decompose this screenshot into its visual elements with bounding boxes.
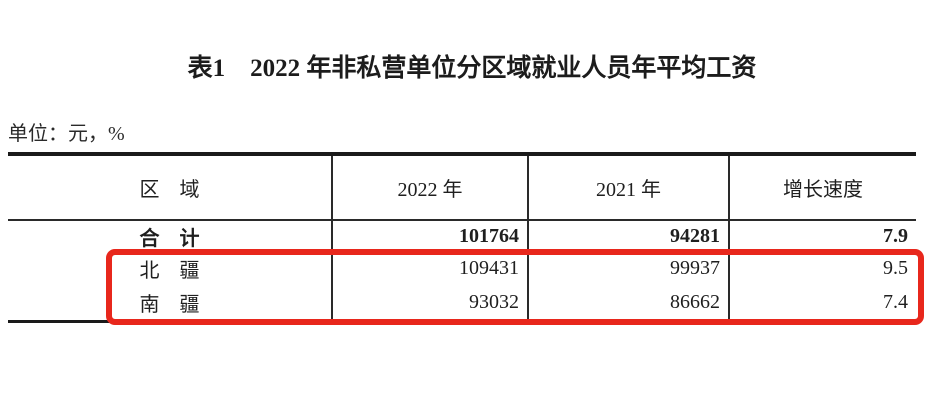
col-header-region: 区 域 (8, 154, 332, 221)
south-growth-value: 7.4 (728, 286, 916, 321)
south-2021-value: 86662 (527, 286, 729, 321)
north-2022-value: 109431 (331, 251, 528, 286)
wage-table: 区 域 2022 年 2021 年 增长速度 合 计 101764 94281 … (8, 152, 924, 325)
table-title: 表1 2022 年非私营单位分区域就业人员年平均工资 (187, 55, 757, 82)
unit-note: 单位：元，% (8, 123, 125, 145)
col-header-2022: 2022 年 (331, 154, 528, 221)
table-row-total: 合 计 101764 94281 7.9 (8, 220, 916, 251)
total-2021-value: 94281 (527, 220, 729, 251)
wage-table-grid: 区 域 2022 年 2021 年 增长速度 合 计 101764 94281 … (8, 152, 916, 323)
total-growth-value: 7.9 (728, 220, 916, 251)
table-row-north-xinjiang: 北 疆 109431 99937 9.5 (8, 251, 916, 286)
table-header-row: 区 域 2022 年 2021 年 增长速度 (8, 154, 916, 221)
north-growth-value: 9.5 (728, 251, 916, 286)
row-label-north: 北 疆 (139, 260, 200, 282)
south-2022-value: 93032 (331, 286, 528, 321)
col-header-growth: 增长速度 (728, 154, 916, 221)
row-label-total: 合 计 (139, 227, 200, 250)
col-header-2021: 2021 年 (527, 154, 729, 221)
table-row-south-xinjiang: 南 疆 93032 86662 7.4 (8, 286, 916, 321)
total-2022-value: 101764 (331, 220, 528, 251)
row-label-south: 南 疆 (139, 294, 200, 317)
north-2021-value: 99937 (527, 251, 729, 286)
